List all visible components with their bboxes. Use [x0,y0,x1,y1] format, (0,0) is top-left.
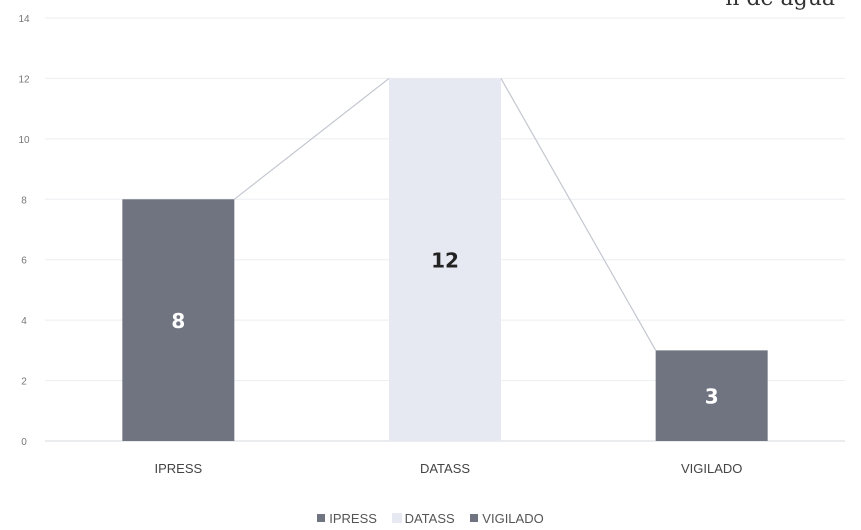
data-label: 3 [705,385,719,409]
y-tick-label: 4 [21,316,27,327]
data-label: 12 [431,249,459,273]
bar-datass [389,78,501,441]
y-tick-label: 14 [18,14,30,25]
bar-ipress [122,199,235,441]
legend-swatch-datass [391,513,402,523]
y-tick-label: 10 [18,135,30,146]
category-label: VIGILADO [681,461,742,476]
y-tick-label: 6 [21,256,27,267]
legend-item-datass: DATASS [391,510,455,526]
chart-legend: IPRESS DATASS VIGILADO [0,510,861,526]
bar-chart: 0 2 4 6 8 10 12 14 8 12 3 IPRESS DATASS VIGILADO [18,14,845,476]
corner-fragment-text: n de agua [725,0,835,11]
category-label: IPRESS [154,461,202,476]
data-label: 8 [171,309,185,333]
trend-line-segment [500,78,657,351]
y-tick-label: 2 [21,377,27,388]
bar-vigilado [655,350,768,441]
y-tick-label: 0 [21,437,27,448]
legend-label-datass: DATASS [404,510,455,526]
category-label: DATASS [420,461,470,476]
trend-line-segment [233,77,390,200]
legend-item-ipress: IPRESS [317,511,377,526]
legend-swatch-vigilado [470,514,479,522]
legend-label-vigilado: VIGILADO [482,510,544,526]
legend-item-vigilado: VIGILADO [470,510,544,526]
legend-label-ipress: IPRESS [329,510,377,526]
y-tick-label: 8 [21,195,27,206]
y-tick-label: 12 [18,74,30,85]
legend-swatch-ipress [317,514,326,522]
